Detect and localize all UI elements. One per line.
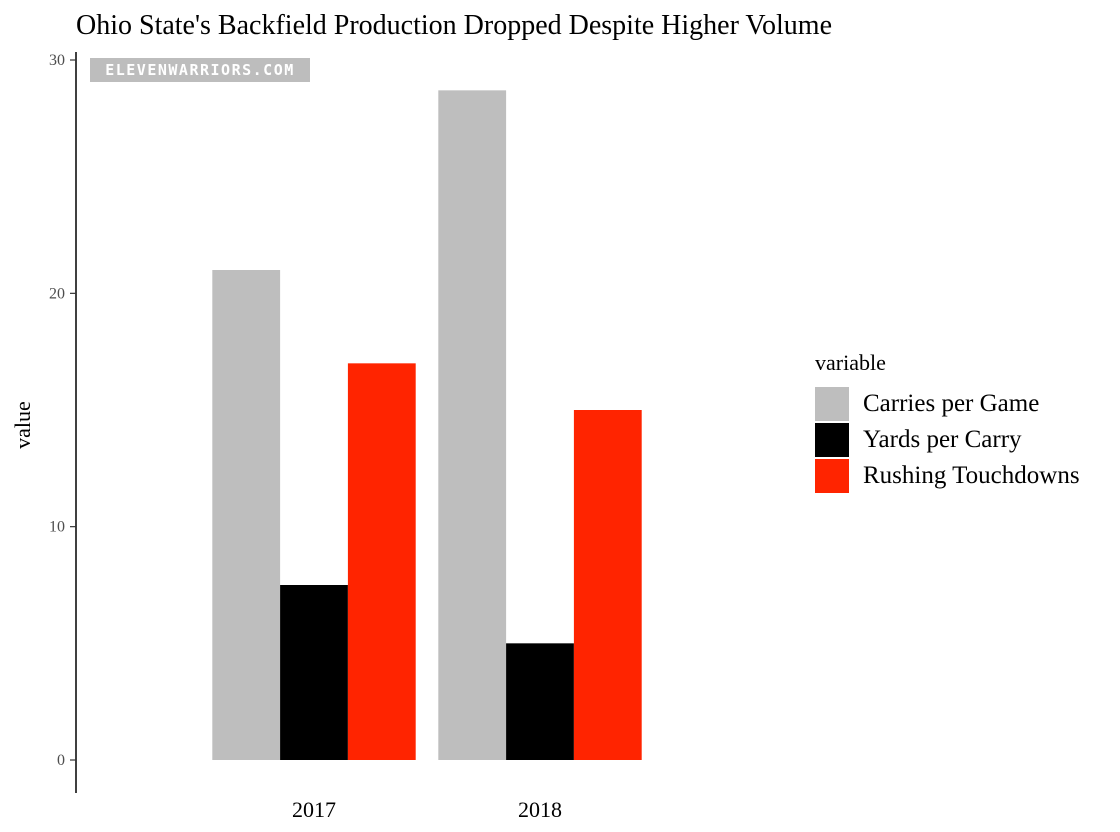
bar	[347, 363, 416, 760]
legend-swatch-yards	[815, 423, 849, 457]
legend-title: variable	[815, 350, 886, 375]
legend-label-yards: Yards per Carry	[863, 426, 1022, 453]
legend-label-touchdowns: Rushing Touchdowns	[863, 462, 1080, 489]
bar	[212, 270, 281, 760]
legend-swatch-touchdowns	[815, 459, 849, 493]
bar	[573, 410, 642, 760]
legend-item-yards: Yards per Carry	[815, 422, 1080, 458]
chart-title: Ohio State's Backfield Production Droppe…	[76, 10, 832, 41]
y-tick-label: 0	[57, 752, 65, 769]
y-axis-title: value	[10, 401, 35, 449]
y-tick-label: 20	[49, 285, 65, 302]
x-tick-label: 2018	[518, 797, 562, 822]
bar	[506, 643, 574, 760]
y-tick-label: 30	[49, 52, 65, 69]
legend: variable Carries per Game Yards per Carr…	[815, 350, 1080, 494]
watermark-logo: ELEVENWARRIORS.COM	[90, 58, 310, 82]
y-tick-label: 10	[49, 519, 65, 536]
legend-item-carries: Carries per Game	[815, 386, 1080, 422]
x-tick-label: 2017	[292, 797, 336, 822]
legend-swatch-carries	[815, 387, 849, 421]
bar	[438, 90, 507, 761]
legend-item-touchdowns: Rushing Touchdowns	[815, 458, 1080, 494]
bar	[280, 585, 348, 760]
legend-label-carries: Carries per Game	[863, 390, 1040, 417]
